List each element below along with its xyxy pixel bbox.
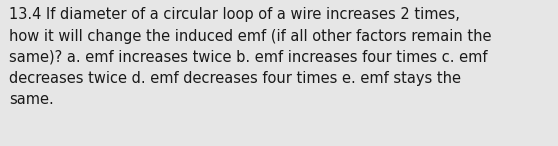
Text: 13.4 If diameter of a circular loop of a wire increases 2 times,
how it will cha: 13.4 If diameter of a circular loop of a…	[9, 7, 492, 107]
